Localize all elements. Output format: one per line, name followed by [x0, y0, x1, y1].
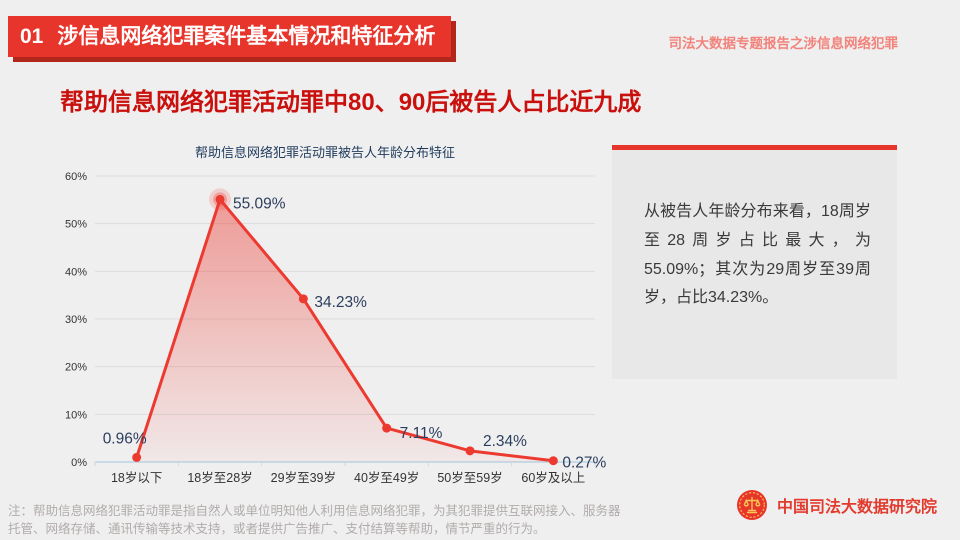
y-axis-tick-label: 30% [65, 314, 87, 326]
data-point [548, 456, 558, 466]
x-axis-tick-label: 29岁至39岁 [271, 470, 336, 485]
report-label: 司法大数据专题报告之涉信息网络犯罪 [668, 36, 899, 51]
x-axis-tick-label: 18岁至28岁 [187, 470, 252, 485]
y-axis-tick-label: 60% [65, 171, 87, 183]
data-point [382, 423, 392, 433]
data-point [298, 294, 308, 304]
data-point [465, 446, 475, 456]
age-distribution-chart: 0% 10% 20% 30% 40% 50% 60% 0.96% 55.09% 34.23% 7.1… [65, 171, 607, 485]
x-axis-tick-label: 18岁以下 [111, 470, 162, 485]
data-label: 0.96% [103, 430, 147, 447]
footnote: 注：帮助信息网络犯罪活动罪是指自然人或单位明知他人利用信息网络犯罪，为其犯罪提供… [8, 504, 621, 537]
data-label: 2.34% [483, 433, 527, 450]
organization-name: 中国司法大数据研究院 [777, 499, 938, 516]
court-emblem-icon [737, 490, 767, 520]
data-point [132, 452, 142, 462]
y-axis-tick-label: 0% [71, 457, 87, 469]
data-label: 7.11% [400, 425, 443, 442]
section-badge: 01 涉信息网络犯罪案件基本情况和特征分析 [8, 16, 452, 57]
data-point [215, 194, 225, 204]
footer: 中国司法大数据研究院 [736, 489, 937, 521]
data-label: 0.27% [562, 455, 606, 472]
area-fill [136, 199, 554, 462]
y-axis-tick-label: 40% [65, 266, 87, 278]
data-label: 34.23% [314, 294, 367, 311]
page-title: 帮助信息网络犯罪活动罪中80、90后被告人占比近九成 [60, 89, 642, 116]
y-axis-tick-label: 10% [65, 409, 87, 421]
section-number: 01 [20, 25, 44, 48]
y-axis-tick-label: 50% [65, 219, 87, 231]
x-axis-tick-label: 40岁至49岁 [354, 470, 419, 485]
x-axis-tick-label: 50岁至59岁 [437, 470, 502, 485]
data-line [135, 197, 554, 463]
y-axis-tick-label: 20% [65, 362, 87, 374]
x-axis-tick-label: 60岁及以上 [521, 470, 585, 485]
summary-text: 从被告人年龄分布来看，18周岁至28周岁占比最大，为55.09%；其次为29周岁… [644, 203, 871, 307]
chart-title: 帮助信息网络犯罪活动罪被告人年龄分布特征 [194, 145, 455, 160]
summary-box: 从被告人年龄分布来看，18周岁至28周岁占比最大，为55.09%；其次为29周岁… [612, 145, 897, 379]
section-title: 涉信息网络犯罪案件基本情况和特征分析 [57, 25, 436, 48]
data-label: 55.09% [233, 195, 286, 212]
